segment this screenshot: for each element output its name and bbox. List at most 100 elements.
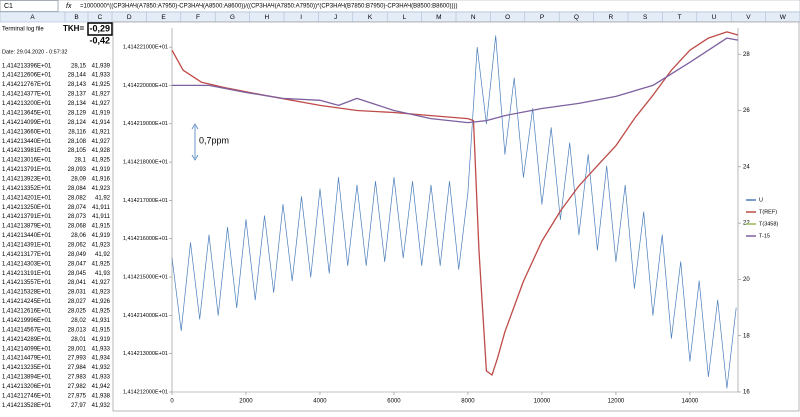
cell[interactable]: 41,933 bbox=[92, 346, 111, 352]
cell[interactable]: 1,414213440E+01 bbox=[2, 139, 52, 145]
cell[interactable]: 1,414213528E+01 bbox=[2, 403, 52, 409]
cell[interactable]: 28,084 bbox=[68, 186, 87, 192]
cell[interactable]: 1,414213352E+01 bbox=[2, 186, 52, 192]
cell[interactable]: 1,414213791E+01 bbox=[2, 167, 52, 173]
cell[interactable]: 41,927 bbox=[92, 92, 111, 98]
cell[interactable]: 28,073 bbox=[68, 214, 87, 220]
cell[interactable]: 1,414215328E+01 bbox=[2, 290, 52, 296]
cell[interactable]: 41,923 bbox=[92, 290, 111, 296]
cell[interactable]: 41,919 bbox=[92, 110, 111, 116]
cell[interactable]: 41,911 bbox=[92, 205, 111, 211]
cell[interactable]: 1,414213557E+01 bbox=[2, 280, 52, 286]
cell[interactable]: 1,414214377E+01 bbox=[2, 92, 52, 98]
cell[interactable]: 28,02 bbox=[71, 318, 87, 324]
cell[interactable]: 41,926 bbox=[92, 299, 111, 305]
cell[interactable]: 41,925 bbox=[92, 82, 111, 88]
cell[interactable]: 41,923 bbox=[92, 186, 111, 192]
cell[interactable]: 1,414213879E+01 bbox=[2, 224, 52, 230]
cell[interactable]: 27,983 bbox=[68, 375, 87, 381]
cell[interactable]: 41,916 bbox=[92, 176, 111, 182]
cell[interactable]: 28,144 bbox=[68, 73, 87, 79]
cell[interactable]: 41,92 bbox=[95, 195, 111, 201]
cell[interactable]: 28,027 bbox=[68, 299, 87, 305]
cell[interactable]: 41,933 bbox=[92, 375, 111, 381]
cell[interactable]: 1,414213894E+01 bbox=[2, 375, 52, 381]
cell[interactable]: 1,414214099E+01 bbox=[2, 120, 52, 126]
cell[interactable]: 27,97 bbox=[71, 403, 87, 409]
cell[interactable]: 41,939 bbox=[92, 63, 111, 69]
cell[interactable]: 41,933 bbox=[92, 73, 111, 79]
cell[interactable]: 1,414214567E+01 bbox=[2, 327, 52, 333]
cell[interactable]: 1,414212606E+01 bbox=[2, 73, 52, 79]
cell[interactable]: 1,414213645E+01 bbox=[2, 110, 52, 116]
cell[interactable]: 41,92 bbox=[95, 252, 111, 258]
cell[interactable]: 1,414213177E+01 bbox=[2, 252, 52, 258]
chart[interactable] bbox=[112, 21, 800, 412]
cell[interactable]: 28,134 bbox=[68, 101, 87, 107]
cell[interactable]: -0,29 bbox=[89, 23, 110, 33]
cell[interactable]: 27,984 bbox=[68, 365, 87, 371]
cell[interactable]: 28,074 bbox=[68, 205, 87, 211]
cell[interactable]: 28,105 bbox=[68, 148, 87, 154]
cell[interactable]: 1,414214391E+01 bbox=[2, 243, 52, 249]
selected-cell[interactable] bbox=[87, 22, 113, 36]
cell[interactable]: 41,942 bbox=[92, 384, 111, 390]
cell[interactable]: 27,993 bbox=[68, 356, 87, 362]
cell[interactable]: 28,031 bbox=[68, 290, 87, 296]
cell[interactable]: -0,42 bbox=[89, 35, 110, 45]
cell[interactable]: 1,414213396E+01 bbox=[2, 63, 52, 69]
cell[interactable]: 27,982 bbox=[68, 384, 87, 390]
cell[interactable]: 41,927 bbox=[92, 280, 111, 286]
cell[interactable]: 41,915 bbox=[92, 327, 111, 333]
cell[interactable]: 28,082 bbox=[68, 195, 87, 201]
cell[interactable]: 28,045 bbox=[68, 271, 87, 277]
cell[interactable]: 41,927 bbox=[92, 139, 111, 145]
cell[interactable]: 28,137 bbox=[68, 92, 87, 98]
cell[interactable]: 1,414212746E+01 bbox=[2, 393, 52, 399]
cell[interactable]: 1,414214201E+01 bbox=[2, 195, 52, 201]
formula-text[interactable]: =1000000*((СРЗНАЧ(A7850:A7950)-СРЗНАЧ(A8… bbox=[80, 4, 457, 10]
cell[interactable]: 41,919 bbox=[92, 337, 111, 343]
cell[interactable]: 28,01 bbox=[71, 337, 87, 343]
cell[interactable]: 1,414213191E+01 bbox=[2, 271, 52, 277]
cell[interactable]: 28,068 bbox=[68, 224, 87, 230]
cell[interactable]: 28,025 bbox=[68, 309, 87, 315]
cell[interactable]: 41,93 bbox=[95, 271, 111, 277]
cell[interactable]: 41,938 bbox=[92, 393, 111, 399]
cell[interactable]: 28,093 bbox=[68, 167, 87, 173]
cell[interactable]: 41,934 bbox=[92, 356, 111, 362]
cell[interactable]: 28,013 bbox=[68, 327, 87, 333]
cell[interactable]: 28,041 bbox=[68, 280, 87, 286]
cell[interactable]: 1,414213981E+01 bbox=[2, 148, 52, 154]
cell[interactable]: 41,919 bbox=[92, 233, 111, 239]
cell[interactable]: 41,921 bbox=[92, 129, 111, 135]
cell[interactable]: 1,414214479E+01 bbox=[2, 356, 52, 362]
cell[interactable]: 41,925 bbox=[92, 261, 111, 267]
cell[interactable]: 1,414214303E+01 bbox=[2, 261, 52, 267]
cell[interactable]: 41,932 bbox=[92, 403, 111, 409]
cell[interactable]: 1,414214099E+01 bbox=[2, 346, 52, 352]
cell[interactable]: 41,915 bbox=[92, 224, 111, 230]
cell[interactable]: 41,925 bbox=[92, 309, 111, 315]
cell[interactable]: 1,414213660E+01 bbox=[2, 129, 52, 135]
cell[interactable]: 28,1 bbox=[74, 158, 86, 164]
cell[interactable]: 1,414213791E+01 bbox=[2, 214, 52, 220]
cell[interactable]: 1,414213250E+01 bbox=[2, 205, 52, 211]
cell[interactable]: 28,143 bbox=[68, 82, 87, 88]
cell[interactable]: Terminal log file bbox=[2, 27, 44, 33]
cell[interactable]: 28,047 bbox=[68, 261, 87, 267]
cell[interactable]: 41,925 bbox=[92, 158, 111, 164]
cell[interactable]: 27,975 bbox=[68, 393, 87, 399]
cell[interactable]: 28,049 bbox=[68, 252, 87, 258]
cell[interactable]: 1,414213440E+01 bbox=[2, 233, 52, 239]
cell[interactable]: 28,062 bbox=[68, 243, 87, 249]
cell[interactable]: TKH= bbox=[63, 24, 84, 33]
cell[interactable]: 41,914 bbox=[92, 120, 111, 126]
fx-icon[interactable]: fx bbox=[66, 3, 72, 10]
cell[interactable]: 41,923 bbox=[92, 243, 111, 249]
cell[interactable]: 1,414213016E+01 bbox=[2, 158, 52, 164]
cell[interactable]: 41,928 bbox=[92, 148, 111, 154]
cell[interactable]: 1,414214245E+01 bbox=[2, 299, 52, 305]
cell[interactable]: 1,414212767E+01 bbox=[2, 82, 52, 88]
cell[interactable]: 28,129 bbox=[68, 110, 87, 116]
